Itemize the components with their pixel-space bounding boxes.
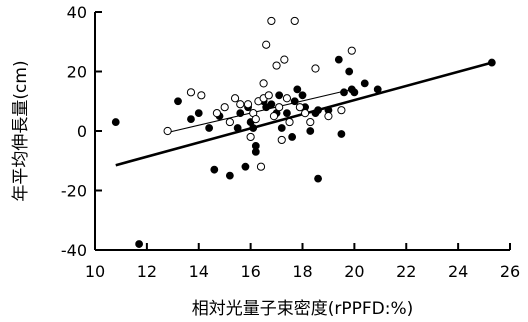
y-axis-title: 年平均伸長量(cm) [11,60,31,201]
open-point [267,16,276,26]
open-point [163,126,172,136]
x-tick-label: 10 [85,262,105,281]
filled-point [290,97,299,106]
open-point [337,106,346,115]
filled-point [236,109,245,118]
x-axis-title: 相対光量子束密度(rPPFD:%) [192,299,414,319]
open-point [264,91,273,100]
y-tick-label: 40 [67,3,87,22]
open-point [186,88,196,97]
open-point [324,112,333,121]
axes [94,11,511,251]
filled-point [275,91,284,100]
filled-point [314,106,322,115]
filled-point [135,240,143,248]
x-tick-label: 18 [292,262,312,281]
y-tick-label: 20 [67,63,87,82]
open-point [295,103,305,112]
y-tick-label: 0 [77,122,87,141]
tick-labels: -40 -20 0 20 40 10 12 14 16 18 20 22 24 26 [61,3,520,281]
filled-point [487,58,496,67]
open-point [259,79,268,88]
x-tick-label: 24 [448,262,468,281]
open-point [251,115,260,124]
open-point [262,40,271,49]
x-tick-label: 14 [189,262,209,281]
filled-point [373,85,382,94]
open-point [347,46,356,55]
filled-point [277,124,286,132]
filled-point [293,85,302,94]
filled-point [298,91,307,100]
x-tick-label: 22 [396,262,416,281]
y-tick-label: -20 [61,182,87,201]
open-point [277,135,286,145]
filled-point [360,79,369,88]
open-point [311,64,320,73]
filled-point [210,165,219,174]
x-tick-label: 26 [500,262,520,281]
open-point [280,55,289,64]
filled-point [225,171,234,180]
filled-point [241,162,250,171]
open-point [275,103,284,112]
filled-point [174,97,182,106]
trendline-thin [167,88,352,134]
open-point [256,162,266,171]
open-point [212,109,222,118]
data-points [111,16,496,248]
open-point [272,61,281,70]
open-point [300,109,310,118]
x-tick-label: 20 [344,262,364,281]
open-point [243,100,253,109]
filled-point [111,118,120,126]
open-point [197,91,206,100]
open-point [285,117,294,127]
filled-point [350,88,359,97]
filled-point [249,124,258,132]
open-point [220,103,229,112]
filled-point [283,109,291,118]
open-point [225,117,234,127]
filled-point [340,88,348,97]
x-tick-label: 16 [240,262,260,281]
filled-point [334,55,343,64]
filled-point [205,124,214,132]
x-tick-label: 12 [137,262,157,281]
open-point [290,16,299,26]
open-point [306,117,315,127]
filled-point [337,130,346,138]
filled-point [306,127,315,135]
open-point [269,112,279,121]
filled-point [288,133,297,141]
filled-point [194,109,203,118]
open-point [246,132,255,142]
filled-point [251,147,260,156]
open-point [230,94,240,103]
open-point [282,94,292,103]
filled-point [314,174,322,183]
filled-point [187,115,195,123]
open-point [236,100,245,109]
y-tick-label: -40 [61,241,87,260]
filled-point [233,124,242,132]
filled-point [345,67,354,76]
filled-point [267,100,276,109]
